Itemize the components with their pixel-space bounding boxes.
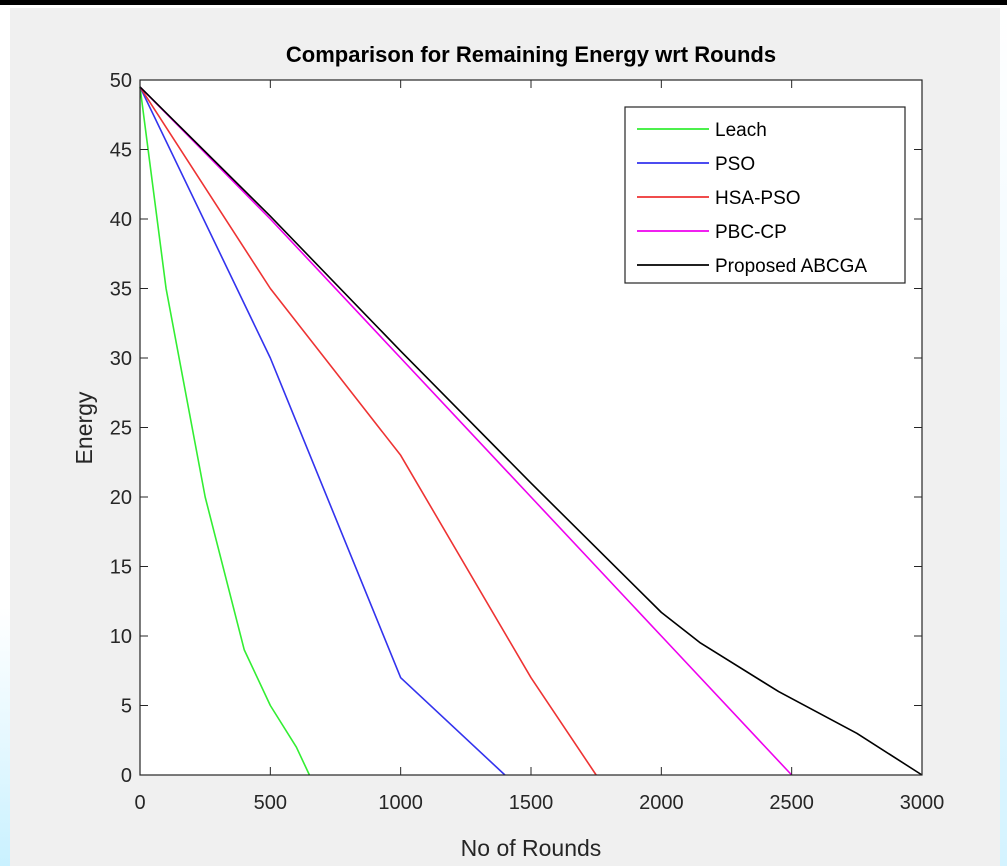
y-tick-label: 30 <box>110 348 132 370</box>
x-axis-label: No of Rounds <box>461 835 602 861</box>
series-line-pso <box>139 86 506 776</box>
legend: Leach PSO HSA-PSO PBC-CP Proposed ABCGA <box>624 106 906 284</box>
legend-label-pbc-cp: PBC-CP <box>715 222 787 243</box>
y-tick-label: 0 <box>121 765 132 787</box>
legend-box <box>624 106 906 284</box>
x-tick-label: 1000 <box>378 792 423 814</box>
x-tick-label: 1500 <box>509 792 554 814</box>
y-tick-label: 45 <box>110 140 132 162</box>
x-tick-label: 2500 <box>769 792 814 814</box>
y-tick-label: 20 <box>110 487 132 509</box>
chart-title: Comparison for Remaining Energy wrt Roun… <box>286 42 776 67</box>
y-tick-label: 15 <box>110 557 132 579</box>
x-tick-label: 2000 <box>639 792 684 814</box>
right-window-edge <box>1000 5 1007 866</box>
legend-label-proposed-abcga: Proposed ABCGA <box>715 256 867 277</box>
legend-label-leach: Leach <box>715 120 767 141</box>
y-tick-label: 50 <box>110 70 132 92</box>
y-tick-label: 10 <box>110 626 132 648</box>
series-line-hsa-pso <box>139 86 597 776</box>
legend-label-hsa-pso: HSA-PSO <box>715 188 801 209</box>
series-line-pbc-cp <box>139 86 793 776</box>
y-tick-label: 40 <box>110 209 132 231</box>
y-ticks: 0 5 10 15 20 25 30 35 40 45 50 <box>110 70 922 787</box>
x-tick-label: 0 <box>134 792 145 814</box>
window-top-border <box>0 0 1007 5</box>
series-line-proposed-abcga <box>139 86 923 776</box>
x-tick-label: 500 <box>254 792 287 814</box>
y-tick-label: 5 <box>121 696 132 718</box>
left-window-edge <box>0 5 10 866</box>
legend-label-pso: PSO <box>715 154 755 175</box>
y-axis-label: Energy <box>71 391 97 464</box>
legend-entries: Leach PSO HSA-PSO PBC-CP Proposed ABCGA <box>637 120 867 277</box>
series-line-leach <box>139 86 311 776</box>
x-tick-label: 3000 <box>900 792 945 814</box>
y-tick-label: 25 <box>110 418 132 440</box>
y-tick-label: 35 <box>110 279 132 301</box>
series-layer <box>139 86 923 776</box>
x-ticks: 0 500 1000 1500 2000 2500 3000 <box>134 80 944 814</box>
